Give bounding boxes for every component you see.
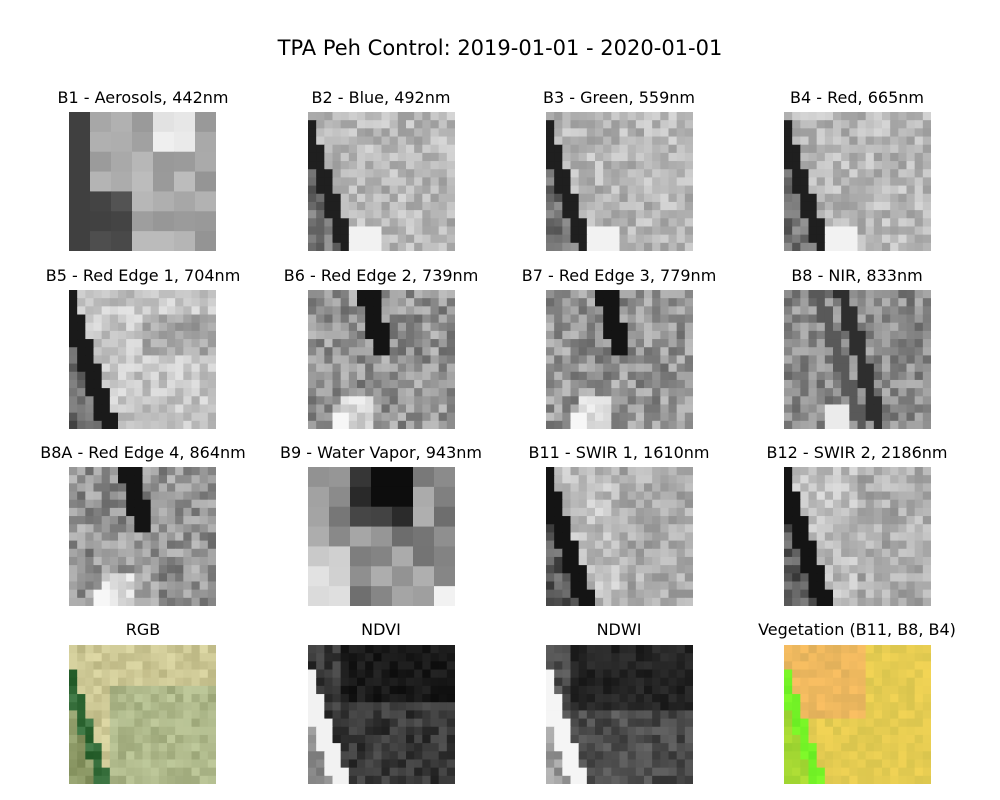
panel-image-b2	[308, 112, 455, 251]
panel-label-b8a: B8A - Red Edge 4, 864nm	[40, 443, 246, 462]
panel-image-rgb	[69, 645, 216, 784]
panel-label-vegetation: Vegetation (B11, B8, B4)	[758, 620, 956, 639]
panel-label-b5: B5 - Red Edge 1, 704nm	[45, 266, 241, 285]
panel-image-b3	[546, 112, 693, 251]
panel-image-b4	[784, 112, 931, 251]
panel-label-ndwi: NDWI	[596, 620, 642, 639]
panel-label-ndvi: NDVI	[361, 620, 401, 639]
panel-label-b11: B11 - SWIR 1, 1610nm	[528, 443, 710, 462]
panel-label-rgb: RGB	[125, 620, 161, 639]
panel-label-b7: B7 - Red Edge 3, 779nm	[521, 266, 717, 285]
panel-image-b5	[69, 290, 216, 429]
panel-label-b8: B8 - NIR, 833nm	[791, 266, 923, 285]
panel-image-b8a	[69, 467, 216, 606]
panel-label-b1: B1 - Aerosols, 442nm	[57, 88, 229, 107]
panel-label-b12: B12 - SWIR 2, 2186nm	[766, 443, 948, 462]
panel-image-b6	[308, 290, 455, 429]
panel-image-vegetation	[784, 645, 931, 784]
panel-image-b1	[69, 112, 216, 251]
panel-image-b9	[308, 467, 455, 606]
panel-label-b4: B4 - Red, 665nm	[790, 88, 924, 107]
panel-image-ndvi	[308, 645, 455, 784]
panel-image-ndwi	[546, 645, 693, 784]
panel-label-b6: B6 - Red Edge 2, 739nm	[283, 266, 479, 285]
panel-image-b7	[546, 290, 693, 429]
panel-image-b8	[784, 290, 931, 429]
panel-label-b3: B3 - Green, 559nm	[543, 88, 695, 107]
panel-label-b9: B9 - Water Vapor, 943nm	[280, 443, 482, 462]
figure-title: TPA Peh Control: 2019-01-01 - 2020-01-01	[277, 36, 723, 60]
panel-image-b11	[546, 467, 693, 606]
panel-label-b2: B2 - Blue, 492nm	[311, 88, 451, 107]
panel-image-b12	[784, 467, 931, 606]
